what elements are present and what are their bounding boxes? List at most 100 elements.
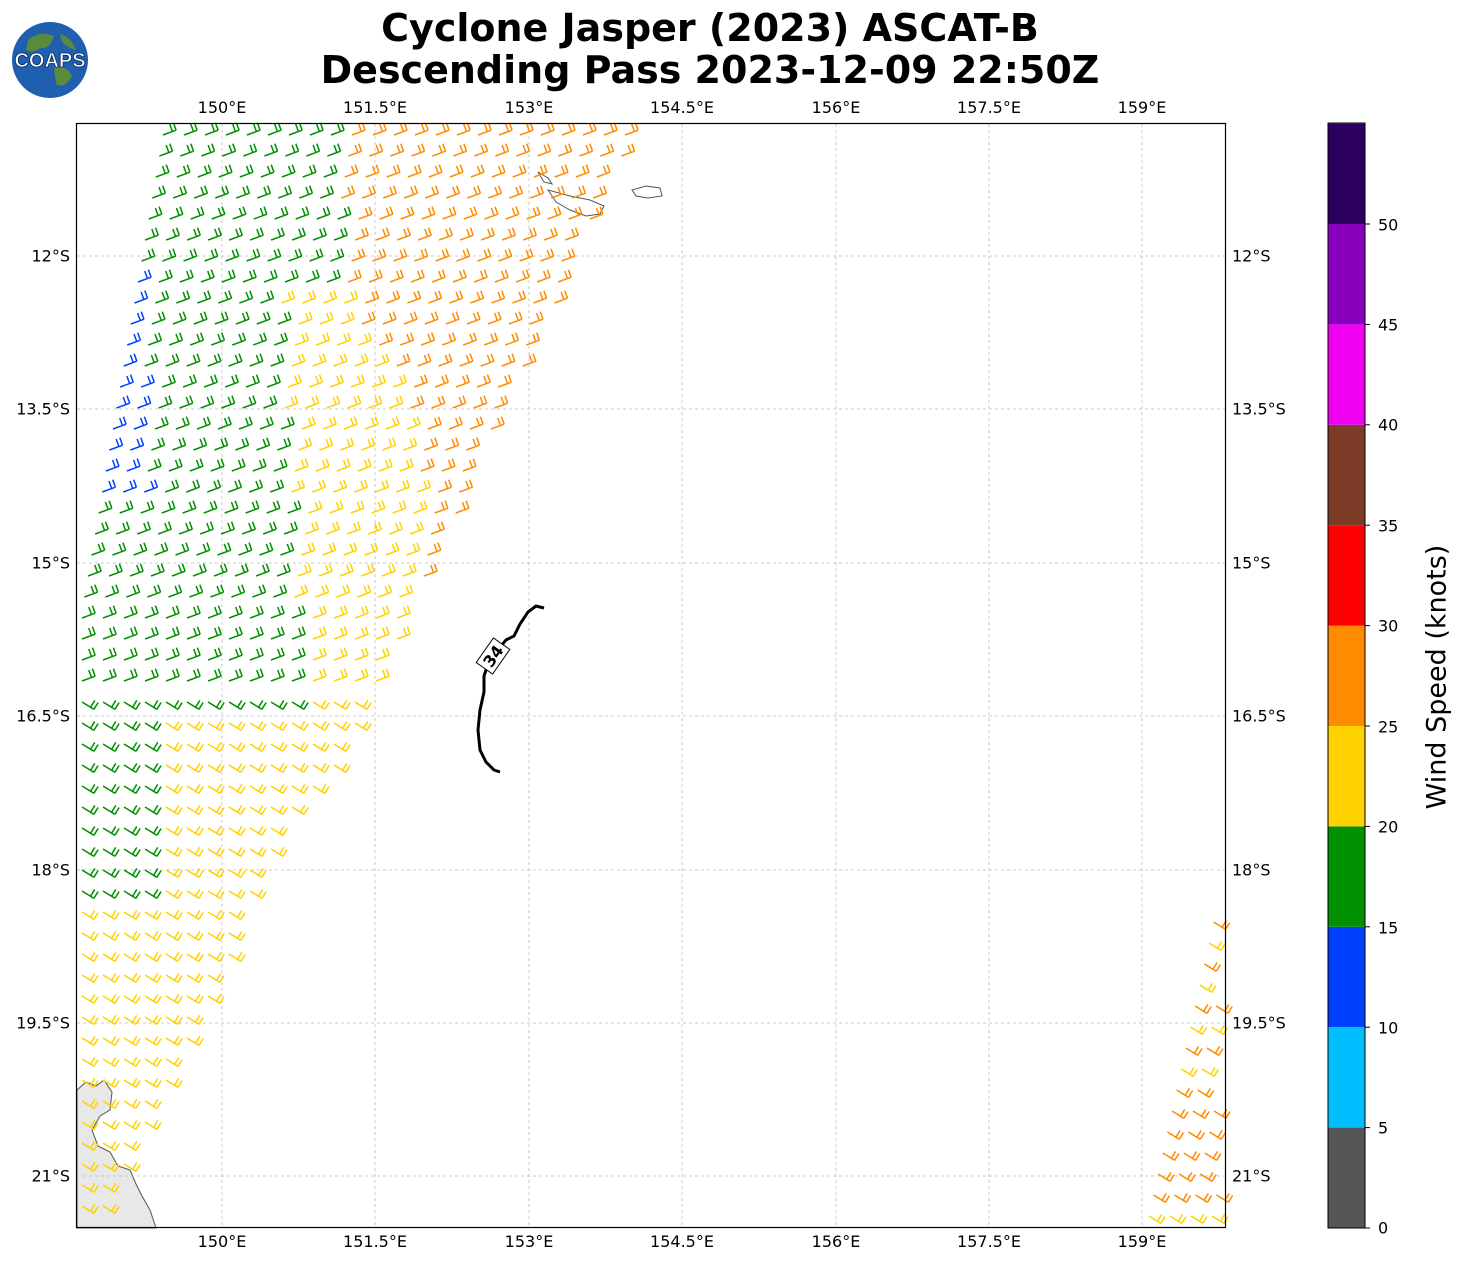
- wind-barb: [123, 1162, 141, 1172]
- colorbar-segment: [1328, 1027, 1365, 1128]
- wind-barb: [260, 164, 275, 178]
- wind-barb: [123, 742, 141, 752]
- lat-label-right: 21°S: [1232, 1166, 1271, 1186]
- wind-barb: [371, 374, 386, 388]
- wind-barb: [81, 668, 96, 682]
- wind-barb: [298, 311, 313, 325]
- wind-barb: [98, 500, 113, 514]
- wind-barb: [516, 143, 531, 157]
- wind-barb: [130, 311, 145, 325]
- wind-barb: [81, 700, 99, 710]
- wind-barb: [165, 353, 180, 367]
- wind-barb: [431, 395, 446, 409]
- lon-label-bottom: 153°E: [504, 1232, 554, 1251]
- wind-barb: [165, 605, 180, 619]
- wind-barb: [333, 721, 351, 731]
- wind-barb: [214, 437, 229, 451]
- wind-barb: [291, 700, 309, 710]
- wind-barb: [112, 416, 127, 430]
- wind-barb: [501, 227, 516, 241]
- wind-barb: [1153, 1193, 1171, 1203]
- wind-barb: [285, 143, 300, 157]
- wind-barb: [186, 1015, 204, 1025]
- wind-barb: [165, 910, 183, 920]
- wind-barb: [266, 374, 281, 388]
- wind-barb: [224, 500, 239, 514]
- wind-barb: [249, 742, 267, 752]
- wind-barb: [144, 1057, 162, 1067]
- wind-barb: [241, 521, 256, 535]
- wind-barb: [262, 521, 277, 535]
- wind-barb: [354, 700, 372, 710]
- wind-barb: [494, 269, 509, 283]
- wind-barb: [210, 584, 225, 598]
- wind-barb: [561, 122, 576, 136]
- wind-barb: [564, 227, 579, 241]
- wind-barb: [115, 521, 130, 535]
- wind-barb: [169, 206, 184, 220]
- colorbar-segment: [1328, 625, 1365, 726]
- wind-barb: [102, 1015, 120, 1025]
- wind-barb: [371, 500, 386, 514]
- wind-barb: [554, 290, 569, 304]
- wind-barb: [448, 416, 463, 430]
- colorbar-tick: 45: [1378, 315, 1399, 335]
- wind-barb: [424, 185, 440, 199]
- wind-barb: [390, 143, 405, 157]
- wind-barb: [192, 563, 207, 577]
- wind-barb: [165, 721, 183, 731]
- wind-barb: [1204, 1151, 1222, 1161]
- wind-barb: [137, 269, 152, 283]
- wind-barb: [182, 374, 197, 388]
- wind-barb: [315, 584, 330, 598]
- wind-barb: [477, 122, 492, 136]
- wind-barb: [242, 395, 257, 409]
- wind-barb: [367, 521, 382, 535]
- wind-barb: [393, 248, 408, 262]
- wind-barb: [1171, 1109, 1189, 1119]
- wind-barb: [190, 206, 205, 220]
- wind-barb: [186, 1036, 204, 1046]
- wind-barb: [207, 227, 222, 241]
- wind-barb: [333, 626, 348, 640]
- wind-barb: [361, 437, 376, 451]
- wind-barb: [501, 353, 516, 367]
- wind-barb: [267, 248, 282, 262]
- wind-barb: [438, 479, 453, 493]
- wind-barb: [228, 353, 243, 367]
- wind-barb: [81, 826, 99, 836]
- wind-barb: [462, 458, 477, 472]
- wind-barb: [123, 952, 141, 962]
- wind-barb: [402, 563, 417, 577]
- wind-barb: [270, 784, 288, 794]
- wind-barb: [151, 311, 166, 325]
- wind-barb: [400, 332, 415, 346]
- wind-barb: [403, 185, 419, 199]
- wind-barb: [201, 143, 216, 157]
- wind-barb: [204, 122, 219, 136]
- wind-barb: [270, 721, 288, 731]
- wind-barb: [508, 185, 524, 199]
- wind-barb: [360, 563, 375, 577]
- colorbar-segment: [1328, 525, 1365, 626]
- wind-barb: [207, 994, 225, 1004]
- wind-barb: [1183, 1151, 1201, 1161]
- wind-barb: [102, 1036, 120, 1046]
- wind-barb: [1213, 1109, 1231, 1119]
- wind-barb: [1185, 1046, 1203, 1056]
- wind-barb: [213, 563, 228, 577]
- wind-barb: [575, 164, 590, 178]
- wind-barb: [361, 185, 377, 199]
- wind-barb: [372, 248, 387, 262]
- wind-barb: [203, 500, 218, 514]
- wind-barb: [123, 910, 141, 920]
- wind-barb: [452, 269, 467, 283]
- lat-label-left: 13.5°S: [16, 399, 70, 419]
- wind-barb: [312, 227, 327, 241]
- wind-barb: [211, 332, 226, 346]
- wind-barb: [1199, 983, 1217, 993]
- wind-barb: [238, 542, 253, 556]
- wind-barb: [207, 805, 225, 815]
- wind-barb: [624, 122, 639, 136]
- wind-barb: [1201, 1067, 1219, 1077]
